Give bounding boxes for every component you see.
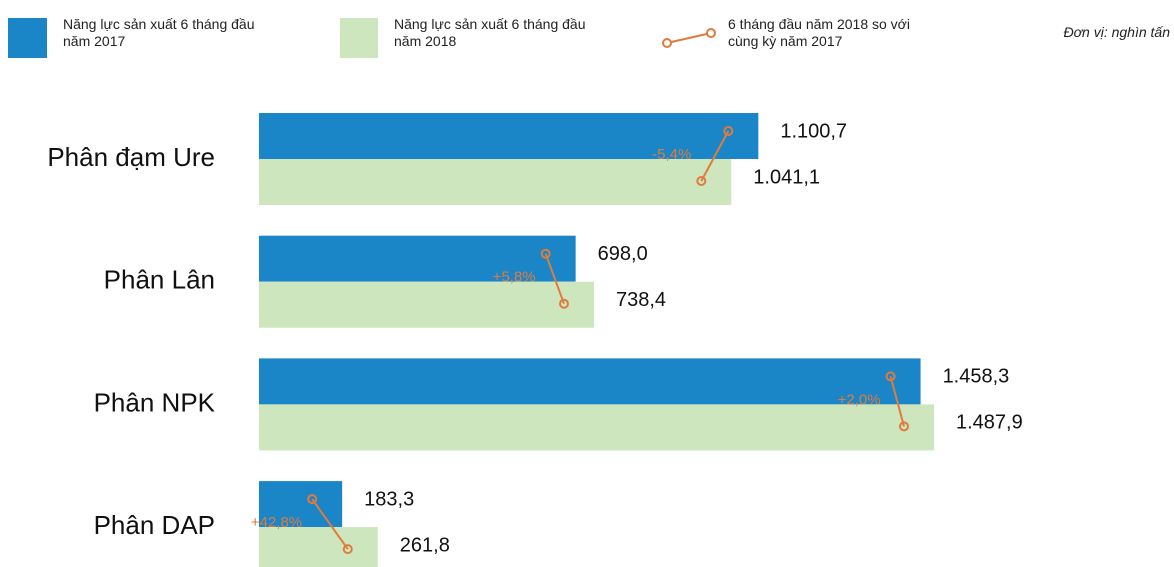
category-label: Phân DAP xyxy=(94,510,215,540)
legend-line-icon xyxy=(662,28,716,48)
legend-label: Năng lực sản xuất 6 tháng đầu năm 2017 xyxy=(63,16,255,49)
bar xyxy=(259,281,594,328)
bar xyxy=(259,113,759,159)
legend-swatch xyxy=(340,18,378,58)
change-connector xyxy=(889,376,905,427)
change-dot xyxy=(540,248,551,259)
legend-label: Năng lực sản xuất 6 tháng đầu năm 2018 xyxy=(394,16,586,49)
bar xyxy=(259,527,378,567)
legend-label: 6 tháng đầu năm 2018 so với cùng kỳ năm … xyxy=(728,16,910,49)
bar xyxy=(259,404,934,451)
change-label: +5,8% xyxy=(493,269,536,286)
change-connector xyxy=(700,130,730,182)
legend-swatch xyxy=(8,18,47,58)
change-dot xyxy=(696,176,707,186)
change-dot xyxy=(899,421,909,432)
legend-dot xyxy=(662,38,672,48)
change-dot xyxy=(558,298,569,309)
value-label: 1.100,7 xyxy=(780,120,847,142)
bar xyxy=(259,358,921,405)
value-label: 1.487,9 xyxy=(956,412,1023,434)
change-connector xyxy=(544,253,565,305)
change-dot xyxy=(307,494,318,505)
value-label: 1.458,3 xyxy=(943,366,1010,388)
change-connector xyxy=(311,498,349,550)
value-label: 698,0 xyxy=(598,243,648,265)
bar xyxy=(259,159,732,205)
value-label: 738,4 xyxy=(616,289,666,311)
change-label: -5,4% xyxy=(652,146,691,163)
category-label: Phân NPK xyxy=(94,387,216,417)
legend-line xyxy=(666,32,712,44)
category-label: Phân đạm Ure xyxy=(47,142,215,172)
bar xyxy=(259,235,576,282)
value-label: 1.041,1 xyxy=(753,166,820,188)
value-label: 183,3 xyxy=(364,488,414,510)
change-dot xyxy=(885,371,896,382)
change-dot xyxy=(723,126,734,136)
change-label: +2,0% xyxy=(838,391,881,408)
value-label: 261,8 xyxy=(400,534,450,556)
change-dot xyxy=(342,544,353,555)
category-label: Phân Lân xyxy=(104,265,215,295)
change-label: +42,8% xyxy=(251,514,302,531)
unit-note: Đơn vị: nghìn tấn xyxy=(1063,24,1170,40)
legend-dot xyxy=(706,28,716,38)
bar xyxy=(259,481,343,528)
